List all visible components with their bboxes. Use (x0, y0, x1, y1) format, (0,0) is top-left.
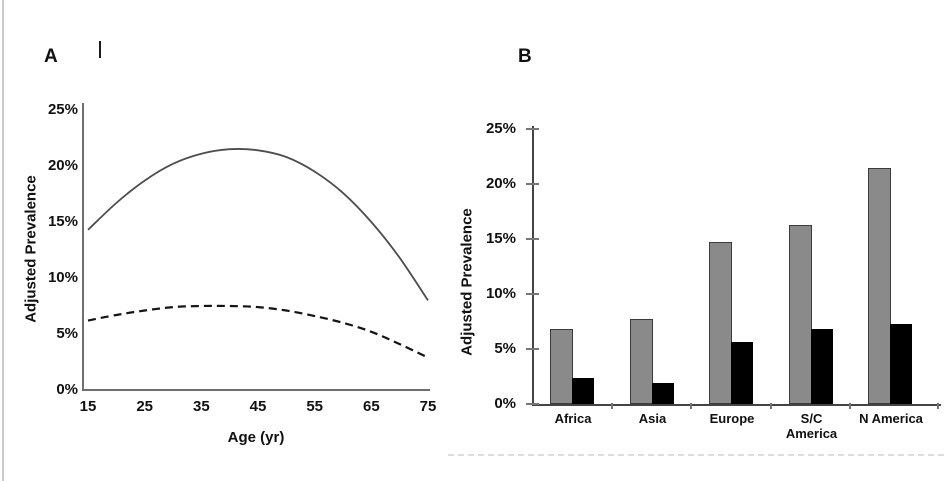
b-x-tick-mark (937, 403, 939, 409)
a-x-tick-label: 25 (136, 398, 153, 415)
a-x-tick-label: 55 (306, 398, 323, 415)
b-category-label: Europe (710, 411, 755, 426)
bar-gray-bars (709, 242, 732, 404)
panel-a-y-axis-title: Adjusted Prevalence (22, 175, 40, 323)
bar-gray-bars (788, 224, 812, 404)
b-y-tick-mark (526, 238, 539, 240)
a-x-axis (82, 389, 430, 391)
a-x-tick-label: 45 (249, 398, 267, 415)
b-y-tick-label: 20% (485, 175, 516, 192)
b-category-label-line: S/C (800, 411, 823, 426)
b-y-tick-label: 10% (485, 285, 516, 302)
a-y-tick-label: 0% (56, 381, 78, 398)
b-y-tick-label: 15% (485, 230, 516, 247)
b-y-tick-mark (526, 403, 539, 405)
bar-black-bars (731, 342, 753, 404)
panel-a-label: A (44, 46, 59, 67)
b-y-tick-label: 5% (494, 340, 516, 357)
bar-gray-bars (629, 319, 653, 404)
a-x-tick-label: 65 (362, 398, 380, 415)
bar-black-bars (890, 323, 912, 404)
b-y-tick-mark (526, 128, 539, 130)
bar-gray-bars (868, 167, 891, 404)
page-left-border (2, 0, 4, 481)
text-cursor-mark (99, 41, 101, 58)
a-y-axis (82, 103, 84, 391)
panel-a-x-axis-title: Age (yr) (227, 429, 285, 446)
a-y-tick-label: 20% (47, 157, 78, 174)
bar-gray-bars (550, 329, 573, 404)
bar-black-bars (810, 329, 833, 404)
a-curves-canvas (87, 148, 429, 359)
b-y-tick-mark (526, 348, 539, 350)
a-y-tick-label: 10% (47, 269, 78, 286)
b-y-tick-mark (526, 293, 539, 295)
line-series-lower-prevalence-curve (87, 304, 429, 359)
b-category-label: N America (859, 411, 923, 426)
b-x-tick-mark (611, 403, 613, 409)
cropped-caption-artifact (448, 454, 944, 456)
b-category-label-line: America (785, 426, 838, 441)
b-category-label: Asia (639, 411, 666, 426)
bar-black-bars (651, 383, 674, 404)
bar-black-bars (572, 377, 594, 404)
b-category-label-line: Europe (709, 411, 755, 426)
panel-b-label: B (518, 46, 533, 67)
b-x-tick-mark (849, 403, 851, 409)
b-y-tick-label: 25% (485, 120, 516, 137)
b-y-axis (532, 126, 534, 406)
a-x-tick-label: 35 (192, 398, 210, 415)
b-x-tick-mark (690, 403, 692, 409)
b-category-label-line: Asia (638, 411, 667, 426)
b-category-label-line: N America (859, 411, 923, 426)
b-y-tick-mark (526, 183, 539, 185)
a-y-tick-label: 15% (47, 213, 78, 230)
b-y-tick-label: 0% (494, 395, 516, 412)
b-x-tick-mark (770, 403, 772, 409)
b-category-label: S/C America (786, 411, 837, 441)
a-x-tick-label: 15 (79, 398, 97, 415)
b-category-label-line: Africa (554, 411, 592, 426)
a-y-tick-label: 25% (47, 101, 78, 118)
a-x-tick-label: 75 (419, 398, 437, 415)
b-category-label: Africa (555, 411, 592, 426)
a-y-tick-label: 5% (56, 325, 78, 342)
b-x-axis (532, 404, 941, 406)
line-series-higher-prevalence-curve (87, 148, 429, 301)
